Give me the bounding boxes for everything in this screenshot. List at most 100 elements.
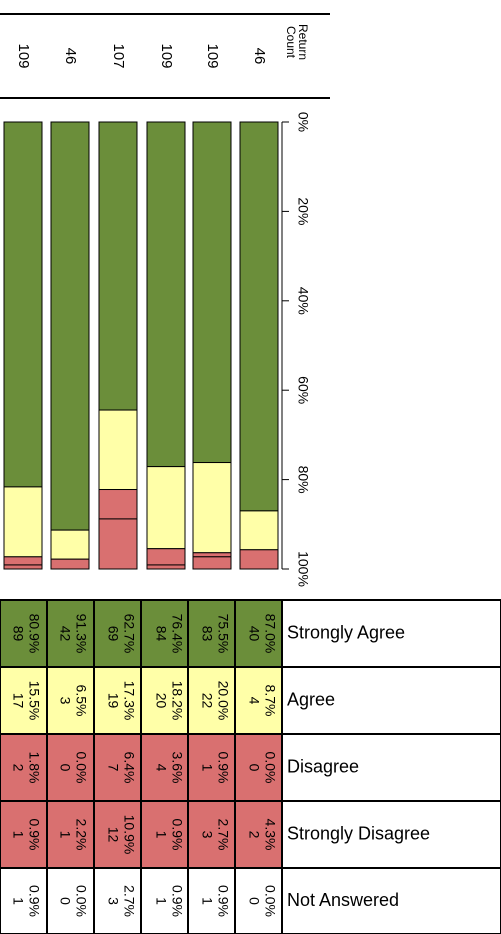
- cell-count: 19: [105, 693, 121, 709]
- cell-percent: 0.9%: [215, 885, 231, 917]
- bar-segment-strongly-disagree: [146, 564, 186, 570]
- cell-count: 1: [10, 897, 26, 905]
- cell-count: 3: [105, 897, 121, 905]
- header-count-label: Count: [284, 26, 298, 59]
- row-label-cell: [281, 733, 501, 802]
- axis-tick-label: 20%: [295, 197, 311, 225]
- cell-count: 3: [199, 831, 215, 839]
- cell-percent: 2.7%: [215, 819, 231, 851]
- cell-count: 0: [246, 897, 262, 905]
- table-cell: [187, 800, 236, 869]
- cell-count: 40: [246, 626, 262, 642]
- bar-segment-agree: [146, 466, 186, 550]
- return-count-value: 107: [110, 43, 127, 68]
- return-count-value: 46: [62, 48, 79, 65]
- bar-segment-strongly-disagree: [50, 558, 90, 570]
- cell-count: 0: [57, 764, 73, 772]
- table-cell: [46, 867, 95, 934]
- cell-percent: 91.3%: [73, 614, 89, 654]
- cell-count: 4: [246, 697, 262, 705]
- bar-segment-agree: [192, 462, 232, 554]
- cell-count: 2: [246, 831, 262, 839]
- cell-count: 0: [246, 764, 262, 772]
- bar-segment-strongly-agree: [98, 121, 138, 411]
- cell-count: 1: [10, 831, 26, 839]
- cell-percent: 2.2%: [73, 819, 89, 851]
- cell-percent: 0.0%: [73, 885, 89, 917]
- row-label-agree: Agree: [287, 689, 335, 709]
- row-label-not-answered: Not Answered: [287, 890, 399, 910]
- cell-count: 42: [57, 626, 73, 642]
- table-cell: [234, 666, 283, 735]
- bar-segment-strongly-disagree: [98, 518, 138, 570]
- bar-segment-strongly-disagree: [3, 564, 43, 570]
- axis-tick-label: 100%: [295, 551, 311, 587]
- row-label-strongly-disagree: Strongly Disagree: [287, 823, 430, 843]
- cell-count: 0: [57, 897, 73, 905]
- table-cell: [140, 867, 189, 934]
- bar-segment-agree: [3, 486, 43, 558]
- table-cell: [46, 800, 95, 869]
- cell-count: 83: [199, 626, 215, 642]
- table-cell: [140, 733, 189, 802]
- cell-count: 22: [199, 693, 215, 709]
- table-cell: [234, 599, 283, 668]
- bar-segment-strongly-agree: [239, 121, 279, 512]
- bar-segment-agree: [239, 510, 279, 551]
- cell-count: 4: [153, 764, 169, 772]
- cell-percent: 76.4%: [169, 614, 185, 654]
- cell-percent: 0.9%: [169, 885, 185, 917]
- table-cell: [187, 666, 236, 735]
- cell-percent: 0.9%: [215, 752, 231, 784]
- cell-percent: 15.5%: [26, 681, 42, 721]
- cell-percent: 0.0%: [73, 752, 89, 784]
- bar-segment-strongly-agree: [146, 121, 186, 468]
- cell-percent: 1.8%: [26, 752, 42, 784]
- cell-percent: 0.0%: [262, 885, 278, 917]
- return-count-value: 109: [158, 43, 175, 68]
- return-count-value: 109: [15, 43, 32, 68]
- axis-tick-label: 80%: [295, 466, 311, 494]
- cell-percent: 6.5%: [73, 685, 89, 717]
- bar-segment-strongly-disagree: [192, 556, 232, 570]
- cell-count: 1: [57, 831, 73, 839]
- row-label-strongly-agree: Strongly Agree: [287, 622, 405, 642]
- cell-count: 89: [10, 626, 26, 642]
- axis-tick-label: 0%: [295, 112, 311, 132]
- cell-percent: 4.3%: [262, 819, 278, 851]
- bar-segment-disagree: [98, 489, 138, 520]
- cell-percent: 75.5%: [215, 614, 231, 654]
- cell-count: 7: [105, 764, 121, 772]
- row-label-cell: [281, 666, 501, 735]
- cell-count: 3: [57, 697, 73, 705]
- table-cell: [187, 599, 236, 668]
- cell-count: 1: [199, 897, 215, 905]
- cell-percent: 0.9%: [169, 819, 185, 851]
- cell-count: 69: [105, 626, 121, 642]
- row-label-disagree: Disagree: [287, 756, 359, 776]
- cell-percent: 87.0%: [262, 614, 278, 654]
- cell-percent: 18.2%: [169, 681, 185, 721]
- cell-percent: 8.7%: [262, 685, 278, 717]
- cell-count: 20: [153, 693, 169, 709]
- cell-count: 17: [10, 693, 26, 709]
- cell-count: 2: [10, 764, 26, 772]
- bar-segment-disagree: [146, 548, 186, 566]
- axis-tick-label: 60%: [295, 376, 311, 404]
- cell-percent: 3.6%: [169, 752, 185, 784]
- cell-percent: 62.7%: [121, 614, 137, 654]
- table-cell: [140, 599, 189, 668]
- cell-percent: 0.9%: [26, 885, 42, 917]
- cell-percent: 20.0%: [215, 681, 231, 721]
- table-cell: [46, 666, 95, 735]
- return-count-value: 109: [204, 43, 221, 68]
- table-cell: [46, 733, 95, 802]
- bar-segment-agree: [50, 529, 90, 560]
- table-cell: [234, 800, 283, 869]
- cell-percent: 0.0%: [262, 752, 278, 784]
- bar-segment-disagree: [3, 556, 43, 566]
- axis-tick-label: 40%: [295, 287, 311, 315]
- cell-count: 1: [153, 897, 169, 905]
- cell-percent: 10.9%: [121, 815, 137, 855]
